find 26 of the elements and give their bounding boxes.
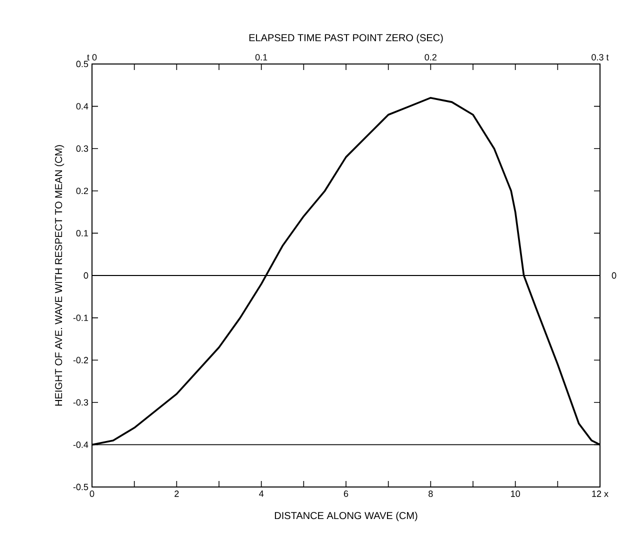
y-axis-title: HEIGHT OF AVE. WAVE WITH RESPECT TO MEAN (CM) [54, 145, 64, 406]
y-tick-label: 0 [84, 272, 88, 279]
x-tick-label: 10 [511, 490, 520, 497]
x2-tick-label: 0.3 t [592, 54, 609, 60]
annotation: 0 [612, 272, 616, 279]
y-tick-label: 0.2 [76, 188, 88, 194]
x-tick-label: 0 [90, 490, 94, 497]
y-tick-label: 0.4 [76, 103, 88, 110]
x-axis-title: DISTANCE ALONG WAVE (CM) [274, 512, 418, 522]
y-tick-label: -0.5 [73, 484, 88, 490]
y-tick-label: -0.4 [73, 442, 88, 448]
x-tick-label: 4 [259, 490, 264, 497]
y-tick-label: -0.2 [73, 356, 88, 364]
x2-axis-title: ELAPSED TIME PAST POINT ZERO (SEC) [249, 34, 443, 44]
x2-tick-label: 0.2 [424, 54, 436, 60]
y-tick-label: 0.1 [76, 230, 88, 236]
y-tick-label: 0.5 [76, 60, 88, 68]
x-tick-label: 6 [344, 490, 348, 497]
x2-tick-label: t 0 [87, 54, 97, 60]
x-tick-label: 12 x [592, 490, 608, 497]
y-tick-label: 0.3 [76, 145, 88, 152]
y-tick-label: -0.3 [73, 399, 88, 406]
x-tick-label: 2 [174, 490, 179, 497]
x-tick-label: 8 [428, 490, 433, 497]
x2-tick-label: 0.1 [255, 54, 268, 60]
y-tick-label: -0.1 [73, 314, 88, 321]
